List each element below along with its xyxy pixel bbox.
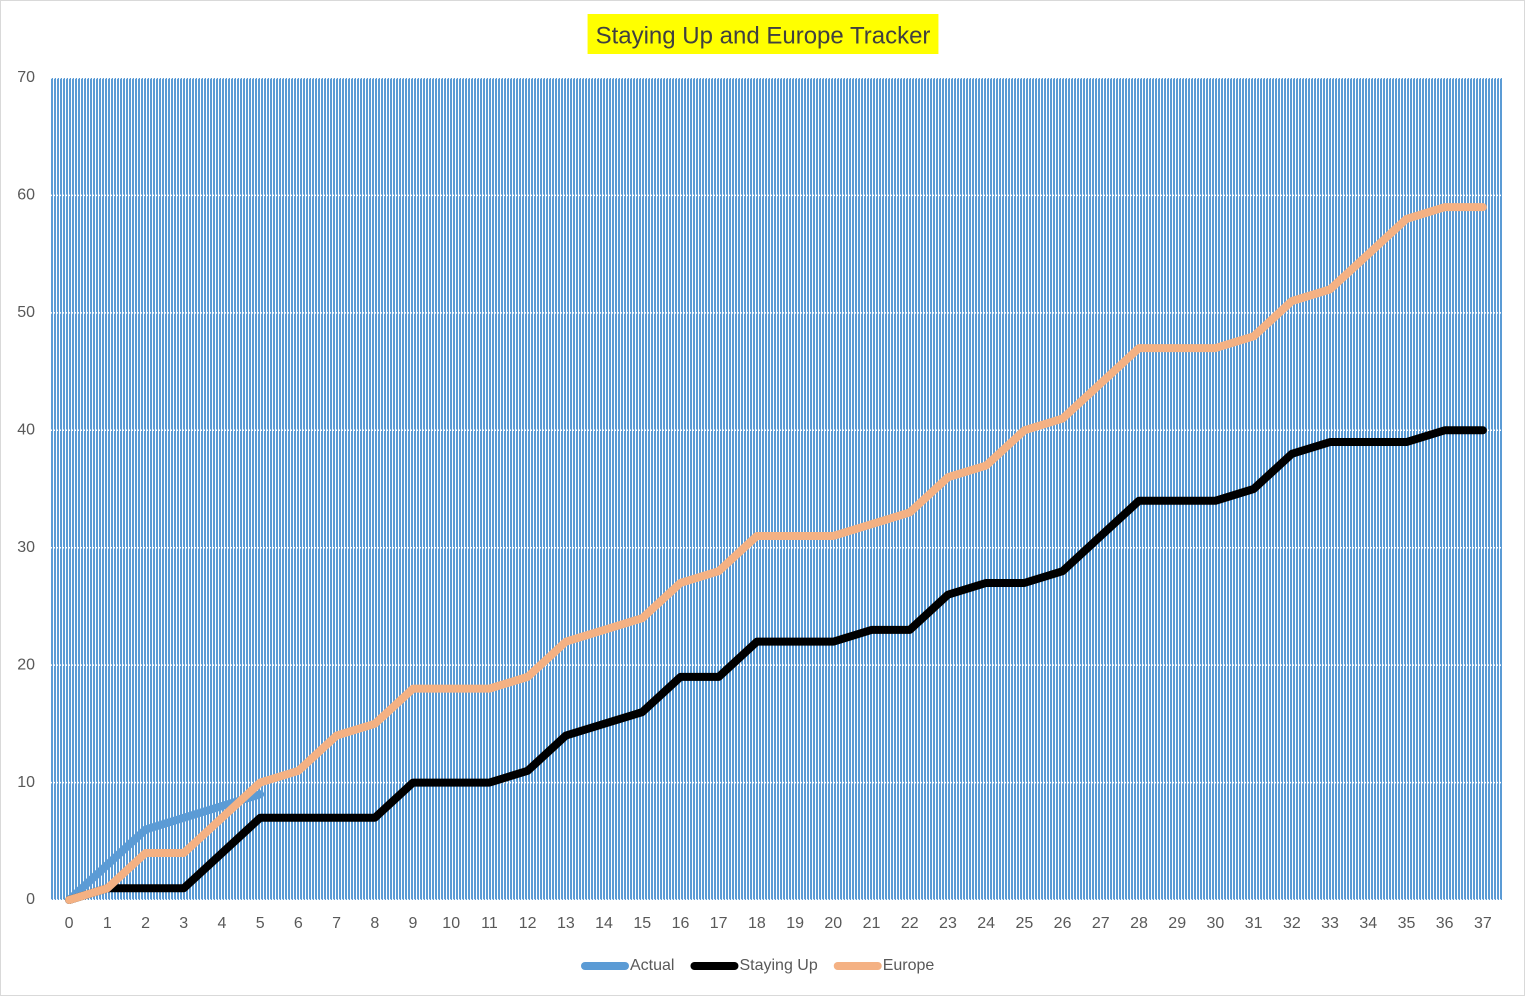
x-tick-label: 33 bbox=[1321, 915, 1339, 932]
y-tick-label: 40 bbox=[17, 422, 35, 439]
y-tick-label: 20 bbox=[17, 656, 35, 673]
x-tick-label: 18 bbox=[748, 915, 766, 932]
y-tick-label: 70 bbox=[17, 69, 35, 86]
x-tick-label: 19 bbox=[786, 915, 804, 932]
x-tick-label: 27 bbox=[1092, 915, 1110, 932]
legend-label: Actual bbox=[630, 957, 674, 974]
x-tick-label: 35 bbox=[1398, 915, 1416, 932]
series-line bbox=[65, 426, 1487, 904]
chart-title: Staying Up and Europe Tracker bbox=[596, 22, 931, 49]
x-tick-label: 11 bbox=[481, 915, 498, 932]
x-tick-label: 16 bbox=[672, 915, 690, 932]
title-background bbox=[587, 14, 939, 54]
x-tick-label: 22 bbox=[901, 915, 919, 932]
series-line bbox=[65, 203, 1487, 904]
legend-label: Staying Up bbox=[739, 957, 817, 974]
x-tick-label: 8 bbox=[370, 915, 379, 932]
x-tick-label: 24 bbox=[977, 915, 995, 932]
x-tick-label: 32 bbox=[1283, 915, 1301, 932]
x-tick-label: 28 bbox=[1130, 915, 1148, 932]
x-tick-label: 31 bbox=[1245, 915, 1263, 932]
x-tick-label: 37 bbox=[1474, 915, 1492, 932]
plot-area bbox=[50, 78, 1502, 900]
x-tick-label: 25 bbox=[1015, 915, 1033, 932]
x-tick-label: 4 bbox=[217, 915, 226, 932]
x-tick-label: 29 bbox=[1168, 915, 1186, 932]
x-tick-label: 15 bbox=[633, 915, 651, 932]
y-tick-label: 0 bbox=[26, 891, 35, 908]
x-tick-label: 13 bbox=[557, 915, 575, 932]
x-tick-label: 1 bbox=[103, 915, 112, 932]
x-tick-label: 14 bbox=[595, 915, 613, 932]
x-tick-label: 5 bbox=[256, 915, 265, 932]
x-tick-label: 20 bbox=[824, 915, 842, 932]
y-tick-label: 60 bbox=[17, 187, 35, 204]
x-tick-label: 12 bbox=[519, 915, 537, 932]
x-tick-label: 10 bbox=[442, 915, 460, 932]
x-tick-label: 9 bbox=[409, 915, 418, 932]
x-tick-label: 30 bbox=[1207, 915, 1225, 932]
x-tick-label: 6 bbox=[294, 915, 303, 932]
series-line bbox=[65, 790, 265, 904]
x-tick-label: 21 bbox=[863, 915, 881, 932]
x-tick-label: 0 bbox=[65, 915, 74, 932]
x-tick-label: 36 bbox=[1436, 915, 1454, 932]
x-tick-label: 23 bbox=[939, 915, 957, 932]
x-tick-label: 26 bbox=[1054, 915, 1072, 932]
legend-label: Europe bbox=[883, 957, 935, 974]
y-tick-label: 50 bbox=[17, 304, 35, 321]
x-tick-label: 2 bbox=[141, 915, 150, 932]
x-tick-label: 7 bbox=[332, 915, 341, 932]
y-tick-label: 10 bbox=[17, 774, 35, 791]
x-tick-label: 3 bbox=[179, 915, 188, 932]
x-tick-label: 17 bbox=[710, 915, 728, 932]
x-tick-label: 34 bbox=[1359, 915, 1377, 932]
y-tick-label: 30 bbox=[17, 539, 35, 556]
